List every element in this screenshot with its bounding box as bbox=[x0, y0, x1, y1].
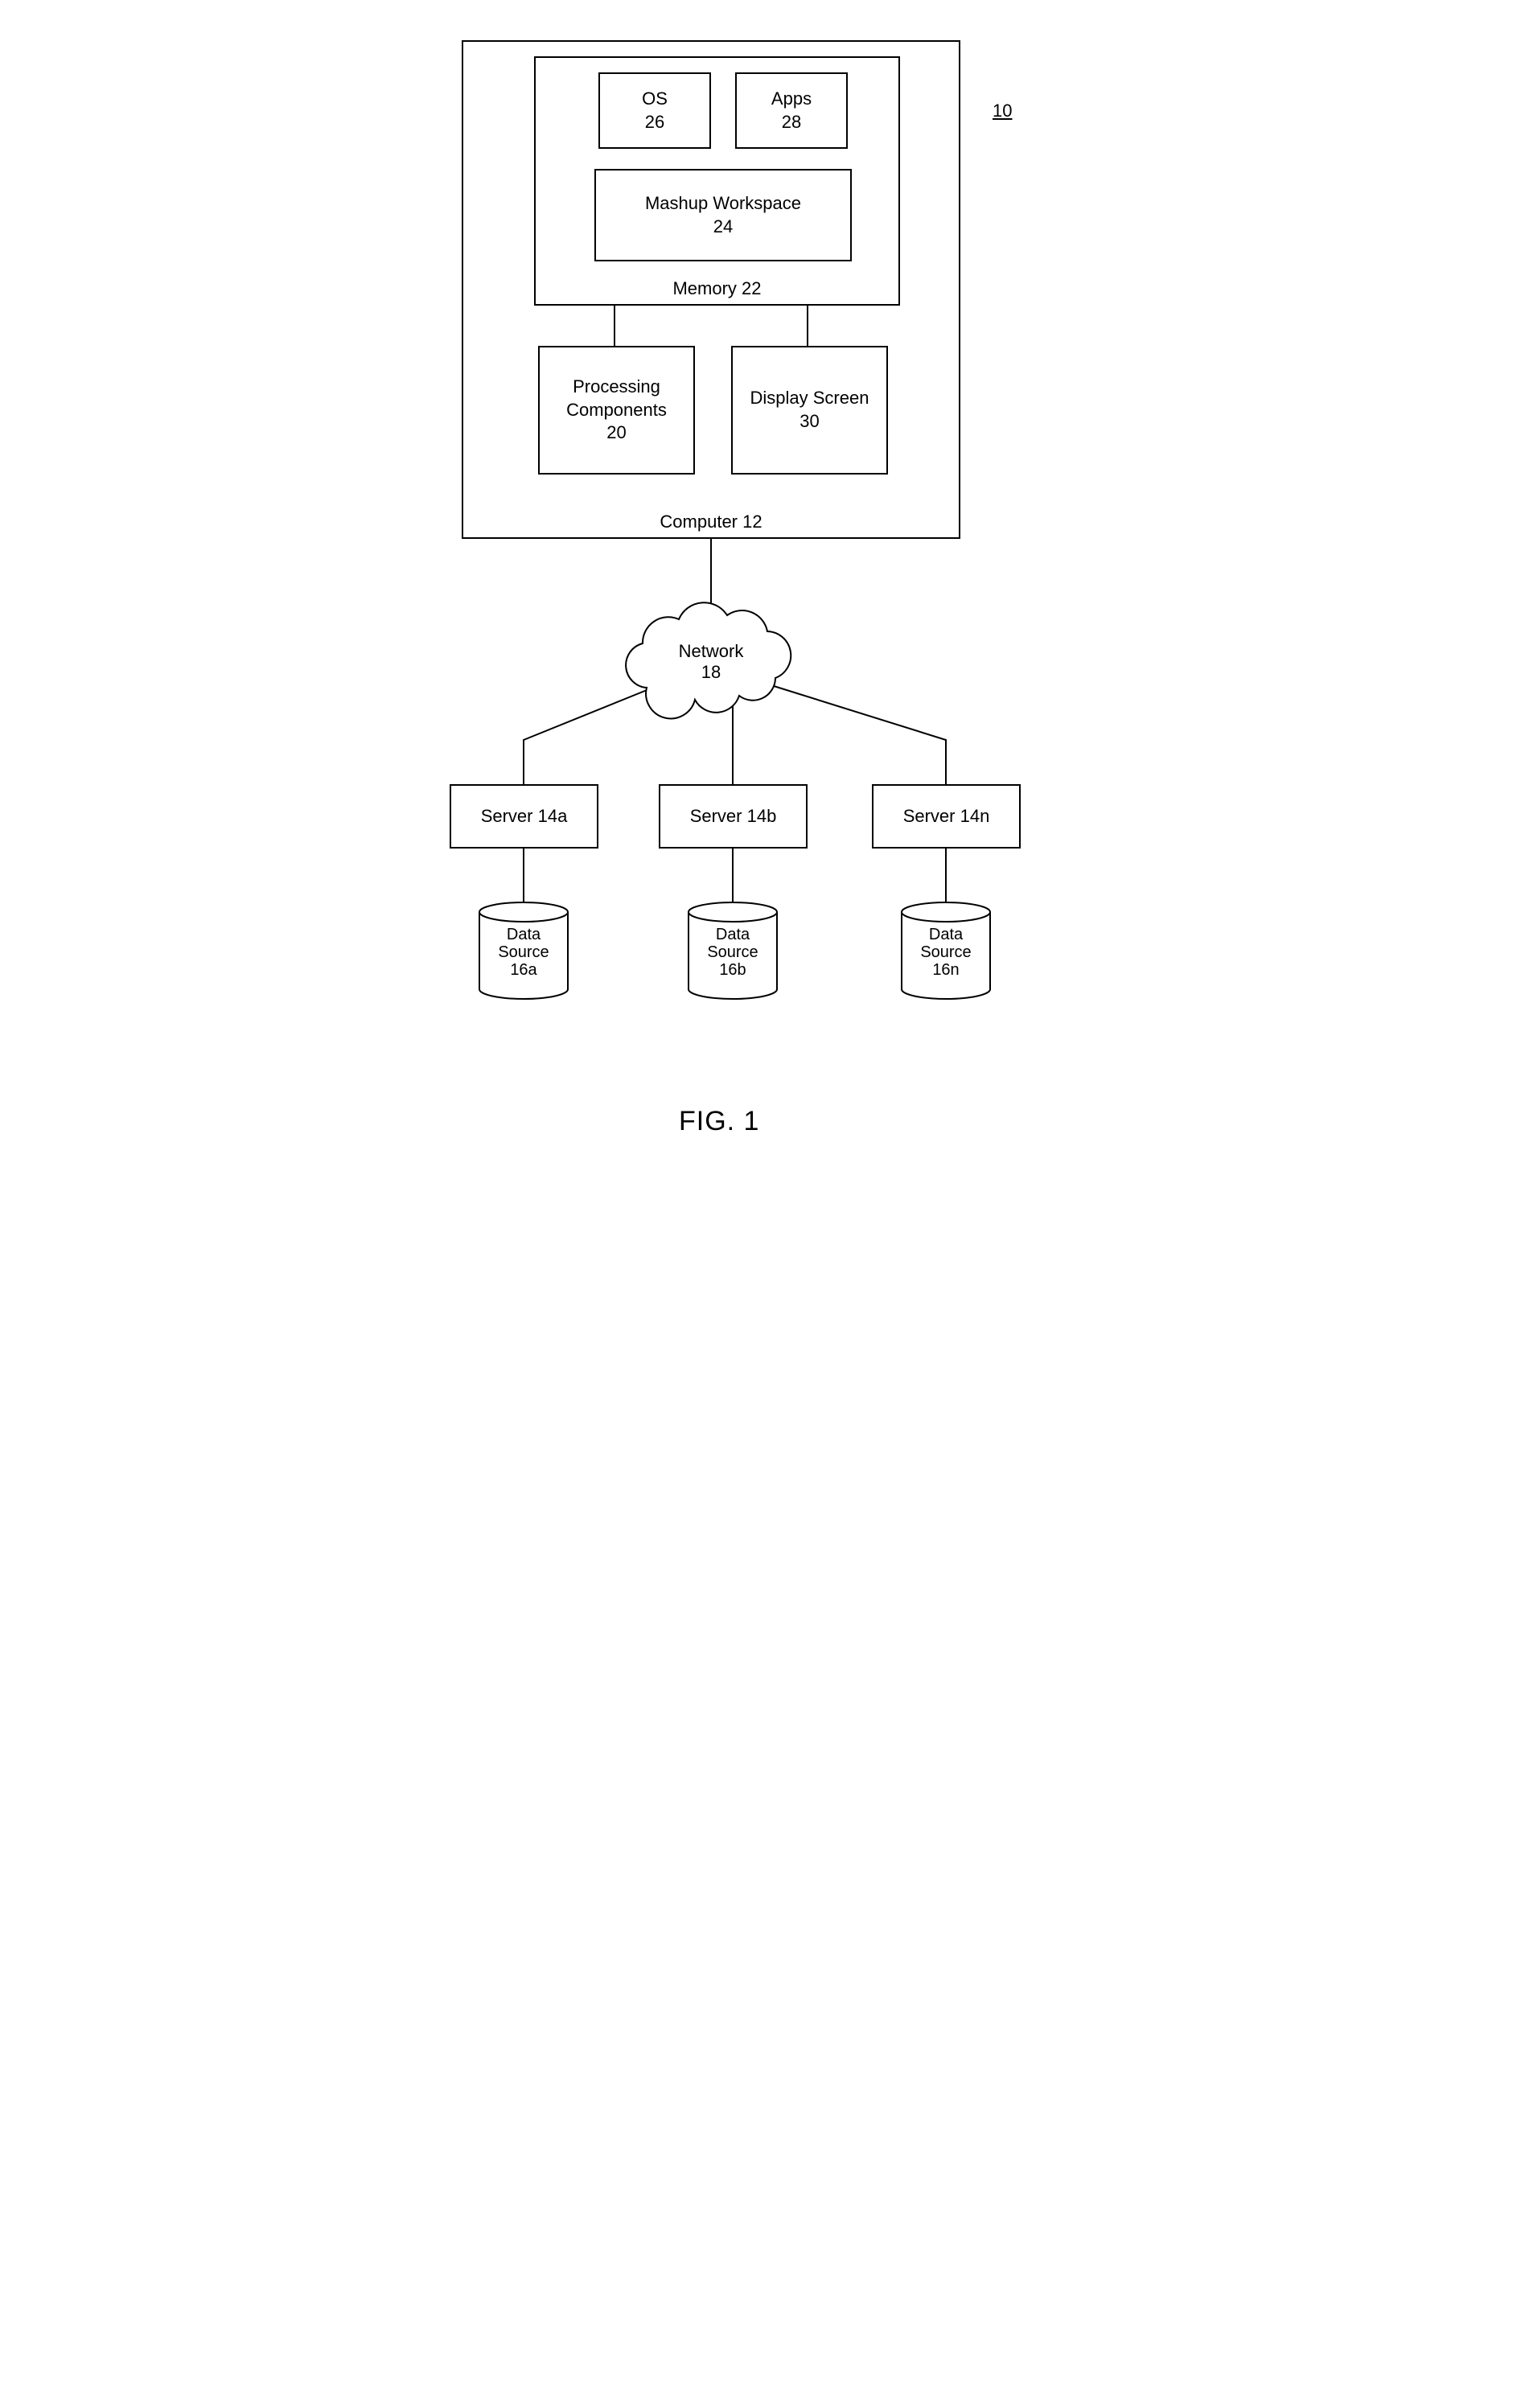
label-display-ref: 30 bbox=[799, 410, 819, 434]
label-proc-title: Processing Components bbox=[540, 376, 693, 421]
label-ds-n-ref: 16n bbox=[932, 961, 959, 979]
node-datasource-n bbox=[902, 902, 990, 999]
label-ds-n-2: Source bbox=[920, 943, 971, 961]
label-ds-b-2: Source bbox=[707, 943, 758, 961]
label-os-ref: 26 bbox=[645, 111, 664, 134]
label-server-b: Server 14b bbox=[690, 805, 777, 828]
label-network-ref: 18 bbox=[701, 662, 721, 682]
label-network-title: Network bbox=[679, 641, 745, 661]
diagram-canvas: 10 Computer 12 Memory 22 OS 26 Apps 28 M… bbox=[381, 0, 1144, 1204]
node-datasource-b bbox=[689, 902, 777, 999]
figure-ref: 10 bbox=[993, 101, 1012, 121]
label-mashup-title: Mashup Workspace bbox=[645, 192, 801, 216]
label-apps-title: Apps bbox=[771, 88, 812, 111]
label-server-n: Server 14n bbox=[903, 805, 990, 828]
label-apps-ref: 28 bbox=[782, 111, 801, 134]
node-mashup: Mashup Workspace 24 bbox=[594, 169, 852, 261]
node-processing: Processing Components 20 bbox=[538, 346, 695, 475]
label-ds-n-1: Data bbox=[929, 926, 964, 943]
label-mashup-ref: 24 bbox=[713, 216, 733, 239]
node-apps: Apps 28 bbox=[735, 72, 848, 149]
label-os-title: OS bbox=[642, 88, 668, 111]
label-ds-b-1: Data bbox=[716, 926, 750, 943]
label-computer: Computer 12 bbox=[463, 512, 959, 532]
node-server-b: Server 14b bbox=[659, 784, 808, 849]
node-datasource-a bbox=[479, 902, 568, 999]
node-server-n: Server 14n bbox=[872, 784, 1021, 849]
label-proc-ref: 20 bbox=[606, 421, 626, 445]
label-ds-a-1: Data bbox=[507, 926, 541, 943]
label-server-a: Server 14a bbox=[481, 805, 568, 828]
node-os: OS 26 bbox=[598, 72, 711, 149]
node-display: Display Screen 30 bbox=[731, 346, 888, 475]
label-ds-b-ref: 16b bbox=[719, 961, 746, 979]
label-memory: Memory 22 bbox=[536, 278, 898, 299]
label-ds-a-ref: 16a bbox=[510, 961, 537, 979]
figure-caption: FIG. 1 bbox=[679, 1106, 759, 1137]
label-display-title: Display Screen bbox=[750, 387, 869, 410]
label-ds-a-2: Source bbox=[498, 943, 549, 961]
node-network bbox=[626, 602, 791, 718]
node-server-a: Server 14a bbox=[450, 784, 598, 849]
